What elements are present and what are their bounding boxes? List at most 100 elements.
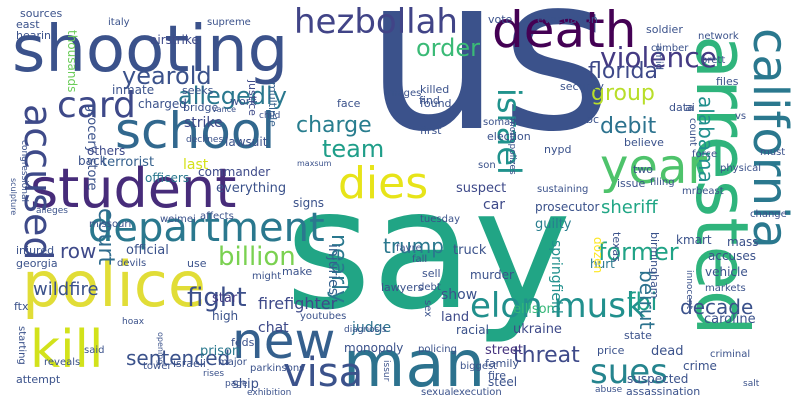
word-supreme: supreme	[207, 17, 251, 28]
word-death: death	[492, 1, 637, 59]
word-said: said	[84, 345, 105, 356]
word-say: say	[285, 154, 572, 347]
word-force: force	[692, 149, 718, 160]
word-street: street	[485, 343, 524, 358]
word-prosecutor: prosecutor	[535, 200, 600, 214]
word-threat: threat	[513, 343, 580, 368]
word-biggest: biggest	[460, 361, 498, 372]
word-car: car	[483, 197, 506, 213]
word-officers: officers	[145, 171, 190, 185]
word-mass: mass	[727, 235, 759, 249]
word-springfield: springfield	[548, 240, 564, 314]
word-rises: rises	[203, 369, 225, 379]
word-department: department	[88, 205, 325, 251]
word-killed: killed	[420, 83, 450, 96]
word-sheriff: sheriff	[601, 197, 658, 218]
word-inmate: inmate	[112, 83, 155, 97]
word-vance: vance	[212, 105, 237, 114]
word-count: count	[687, 118, 698, 147]
word-weimei: weimei	[160, 214, 196, 225]
word-elon-musk: elon musk	[470, 286, 646, 326]
word-kill: kill	[30, 320, 104, 380]
word-team: team	[322, 135, 385, 163]
word-star: star	[212, 291, 238, 306]
word-issue: issue	[617, 177, 646, 190]
word-vote: vote	[488, 13, 513, 26]
word-sources: sources	[20, 7, 63, 20]
word-caroline: caroline	[704, 312, 756, 327]
word-east: east	[16, 18, 40, 31]
word-salt: salt	[743, 379, 760, 389]
word-crime: crime	[683, 359, 717, 373]
word-filing: filing	[650, 177, 675, 188]
word-guilty: guilty	[535, 217, 572, 232]
word-favre: favre	[396, 243, 422, 254]
word-terrorist: terrorist	[102, 155, 155, 170]
word-declines: declines	[186, 135, 224, 145]
word-sell: sell	[422, 267, 441, 280]
word-vs: vs	[735, 111, 747, 122]
word-opening: opening	[156, 332, 165, 365]
word-images: images	[385, 88, 422, 99]
word-show: show	[441, 287, 478, 303]
word-lawsuit: lawsuit	[225, 135, 268, 149]
word-major: major	[218, 357, 247, 368]
word-injuries: injuries	[325, 244, 341, 296]
word-child: child	[259, 111, 281, 121]
word-sentenced: sentenced	[126, 346, 231, 370]
word-land: land	[441, 310, 470, 325]
word-signs: signs	[293, 196, 325, 210]
word-family: family	[485, 357, 519, 370]
word-back: back	[78, 154, 107, 168]
word-vehicle: vehicle	[705, 265, 748, 279]
word-must: must	[760, 147, 786, 158]
word-ai: ai	[685, 101, 695, 114]
word-seeks: seeks	[182, 84, 214, 97]
word-high: high	[212, 309, 239, 323]
word-steel: steel	[488, 375, 518, 389]
word-monopoly: monopoly	[344, 341, 404, 355]
word-exhibition: exhibition	[247, 388, 292, 398]
word-sculpture: sculpture	[9, 178, 18, 216]
word-brett: brett	[701, 55, 726, 66]
word-shooting: shooting	[12, 13, 289, 87]
word-row: row	[60, 239, 97, 263]
word-monopolizes: monopolizes	[507, 118, 517, 175]
word-charge: charge	[296, 113, 372, 138]
word-use: use	[187, 257, 207, 270]
word-visa: visa	[283, 350, 364, 396]
word-man: man	[343, 328, 486, 402]
word-missouri: missouri	[89, 219, 132, 230]
word-birmingham: birmingham	[648, 232, 661, 299]
word-student: student	[30, 157, 237, 220]
word-sex: sex	[422, 300, 433, 318]
word-tuesday: tuesday	[420, 214, 461, 225]
word-find: find	[419, 94, 440, 107]
word-allegedly: allegedly	[178, 82, 287, 110]
word-violence: violence	[600, 41, 717, 74]
word-fbi: fbi	[627, 288, 658, 316]
word-lawyers: lawyers	[381, 281, 424, 294]
word-ellison: ellison	[513, 302, 555, 317]
word-justice: justice	[246, 80, 259, 116]
word-soldier: soldier	[646, 23, 683, 36]
word-abuse: abuse	[595, 385, 623, 395]
word-thousands: thousands	[65, 30, 79, 93]
word-attempt: attempt	[16, 373, 61, 386]
word-change: change	[750, 209, 787, 220]
word-affects: affects	[200, 211, 234, 222]
word-alleges: alleges	[36, 206, 68, 216]
word-last: last	[183, 157, 209, 173]
word-group: group	[591, 81, 655, 106]
word-everything: everything	[216, 181, 287, 196]
word-commander: commander	[198, 165, 271, 179]
word-data: data	[669, 101, 694, 114]
word-maxsum: maxsum	[297, 159, 332, 168]
word-italy: italy	[108, 17, 130, 28]
word-markets: markets	[705, 283, 746, 294]
word-year: year	[600, 139, 708, 195]
word-new: new	[232, 312, 336, 370]
word-accuses: accuses	[708, 249, 757, 263]
word-judge: judge	[352, 320, 392, 336]
